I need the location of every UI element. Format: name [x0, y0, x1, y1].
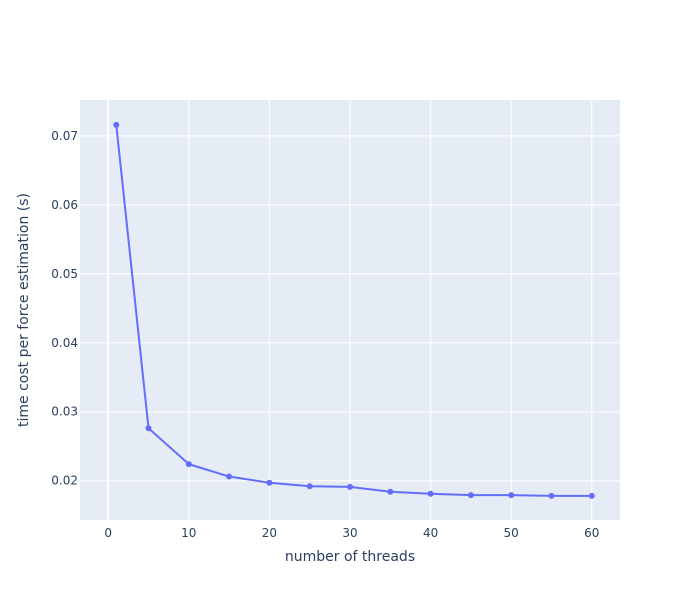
data-point[interactable] — [387, 488, 394, 495]
data-point[interactable] — [226, 473, 233, 480]
data-point[interactable] — [467, 492, 474, 499]
data-point[interactable] — [508, 492, 515, 499]
data-point[interactable] — [266, 479, 273, 486]
data-point[interactable] — [145, 425, 152, 432]
tick-labels: 0 10 20 30 40 50 60 0.02 0.03 0.04 0.05 0.06 0.07 — [51, 129, 599, 540]
x-tick-label: 0 — [104, 526, 112, 540]
x-tick-label: 10 — [181, 526, 196, 540]
x-tick-label: 20 — [262, 526, 277, 540]
data-point[interactable] — [427, 490, 434, 497]
x-tick-label: 50 — [504, 526, 519, 540]
data-point[interactable] — [548, 492, 555, 499]
x-tick-label: 30 — [342, 526, 357, 540]
y-tick-label: 0.04 — [51, 336, 78, 350]
y-tick-label: 0.07 — [51, 129, 78, 143]
y-tick-label: 0.06 — [51, 198, 78, 212]
y-tick-label: 0.02 — [51, 474, 78, 488]
data-point[interactable] — [347, 483, 353, 490]
y-tick-label: 0.05 — [51, 267, 78, 281]
y-axis-title: time cost per force estimation (s) — [16, 193, 32, 427]
y-tick-label: 0.03 — [51, 405, 78, 419]
series — [113, 121, 595, 499]
data-point[interactable] — [185, 461, 192, 468]
x-axis-title: number of threads — [285, 549, 415, 565]
x-tick-label: 60 — [584, 526, 599, 540]
data-point[interactable] — [113, 121, 120, 128]
x-tick-label: 40 — [423, 526, 438, 540]
data-point[interactable] — [588, 492, 595, 499]
data-point[interactable] — [306, 483, 313, 490]
grid — [80, 100, 620, 520]
